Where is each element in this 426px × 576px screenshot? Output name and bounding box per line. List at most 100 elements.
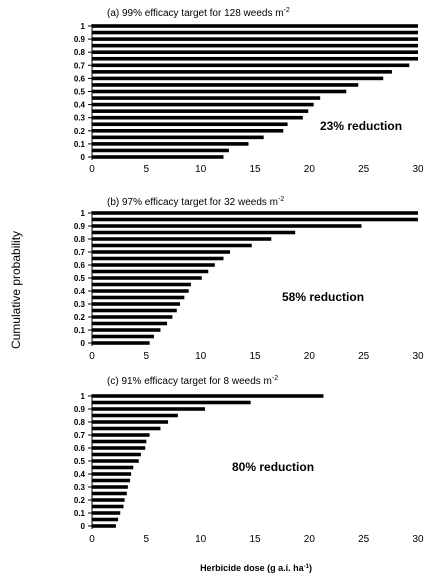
bar [92, 491, 127, 496]
bar [92, 478, 131, 483]
panel-b-title: (b) 97% efficacy target for 32 weeds m-2 [107, 196, 284, 208]
bar [92, 243, 252, 248]
y-tick-label: 0 [81, 339, 86, 348]
x-axis-label: Herbicide dose (g a.i. ha-1) [200, 563, 312, 573]
panel-a-bars [92, 24, 418, 159]
bar [92, 56, 418, 61]
y-tick-label: 0.3 [74, 483, 86, 492]
bar [92, 420, 169, 424]
panel-c-bars [92, 394, 324, 528]
bar [92, 30, 418, 35]
y-tick-label: 0.3 [74, 114, 86, 123]
x-tick-label: 5 [144, 534, 150, 545]
panel-b-x-ticks: 0 5 10 15 20 25 30 [89, 351, 424, 362]
x-tick-label: 0 [89, 534, 95, 545]
y-tick-label: 0.2 [74, 127, 86, 136]
y-tick-label: 0.4 [74, 470, 86, 479]
bar [92, 135, 264, 140]
bar [92, 334, 154, 339]
bar [92, 63, 410, 68]
bar [92, 237, 272, 241]
x-tick-label: 0 [89, 164, 95, 175]
bar [92, 446, 146, 450]
bar [92, 394, 324, 398]
x-tick-label: 25 [358, 534, 370, 545]
bar [92, 269, 209, 274]
x-tick-label: 5 [144, 164, 150, 175]
bar [92, 308, 177, 313]
panel-b-bars [92, 211, 418, 345]
bar [92, 217, 418, 222]
y-tick-label: 0.8 [74, 48, 86, 57]
bar [92, 230, 296, 235]
y-tick-label: 0.8 [74, 418, 86, 427]
bar [92, 50, 418, 54]
bar [92, 295, 185, 300]
y-tick-label: 0.1 [74, 140, 86, 149]
bar [92, 276, 202, 280]
bar [92, 328, 161, 332]
panel-b-y-ticks: 1 0.9 0.8 0.7 0.6 0.5 0.4 0.3 0.2 0.1 0 [74, 209, 93, 348]
panel-a-x-ticks: 0 5 10 15 20 25 30 [89, 164, 424, 175]
x-tick-label: 15 [249, 534, 261, 545]
x-tick-label: 0 [89, 351, 95, 362]
bar [92, 433, 150, 437]
bar [92, 465, 134, 470]
bar [92, 148, 229, 153]
x-tick-label: 30 [412, 351, 424, 362]
x-tick-label: 15 [249, 351, 261, 362]
x-tick-label: 25 [358, 164, 370, 175]
bar [92, 96, 321, 100]
y-tick-label: 1 [81, 209, 86, 218]
y-tick-label: 0.3 [74, 300, 86, 309]
bar [92, 102, 314, 107]
bar [92, 282, 191, 287]
bar [92, 256, 224, 261]
bar [92, 129, 284, 133]
bar [92, 37, 418, 41]
x-tick-label: 15 [249, 164, 261, 175]
y-tick-label: 0.1 [74, 509, 86, 518]
y-tick-label: 1 [81, 22, 86, 31]
bar [92, 224, 362, 228]
bar [92, 452, 141, 457]
y-tick-label: 0 [81, 153, 86, 162]
bar [92, 43, 418, 48]
y-tick-label: 0.6 [74, 261, 86, 270]
panel-c-title: (c) 91% efficacy target for 8 weeds m-2 [107, 375, 278, 387]
panel-b-annotation: 58% reduction [282, 290, 364, 304]
y-tick-label: 1 [81, 392, 86, 401]
panel-c-x-ticks: 0 5 10 15 20 25 30 [89, 534, 424, 545]
bar [92, 504, 124, 509]
x-tick-label: 25 [358, 351, 370, 362]
bar [92, 115, 303, 120]
y-tick-label: 0.4 [74, 101, 86, 110]
panel-b: (b) 97% efficacy target for 32 weeds m-2… [74, 196, 424, 362]
panel-a-annotation: 23% reduction [320, 119, 402, 133]
y-tick-label: 0.1 [74, 326, 86, 335]
bar [92, 426, 161, 431]
x-tick-label: 20 [304, 351, 316, 362]
y-axis-label: Cumulative probability [9, 231, 23, 349]
x-tick-label: 20 [304, 534, 316, 545]
bar [92, 472, 132, 476]
bar [92, 400, 251, 405]
y-tick-label: 0.2 [74, 496, 86, 505]
bar [92, 302, 181, 306]
bar [92, 24, 418, 28]
bar [92, 517, 119, 522]
y-tick-label: 0.8 [74, 235, 86, 244]
y-tick-label: 0.9 [74, 222, 86, 231]
bar [92, 321, 167, 326]
y-tick-label: 0.4 [74, 287, 86, 296]
y-tick-label: 0.7 [74, 248, 86, 257]
bar [92, 70, 392, 74]
panel-a-y-ticks: 1 0.9 0.8 0.7 0.6 0.5 0.4 0.3 0.2 0.1 0 [74, 22, 93, 162]
bar [92, 439, 147, 444]
bar [92, 122, 288, 127]
bar [92, 83, 359, 87]
panel-a: (a) 99% efficacy target for 128 weeds m-… [74, 7, 424, 175]
y-tick-label: 0.6 [74, 74, 86, 83]
bar [92, 263, 215, 267]
